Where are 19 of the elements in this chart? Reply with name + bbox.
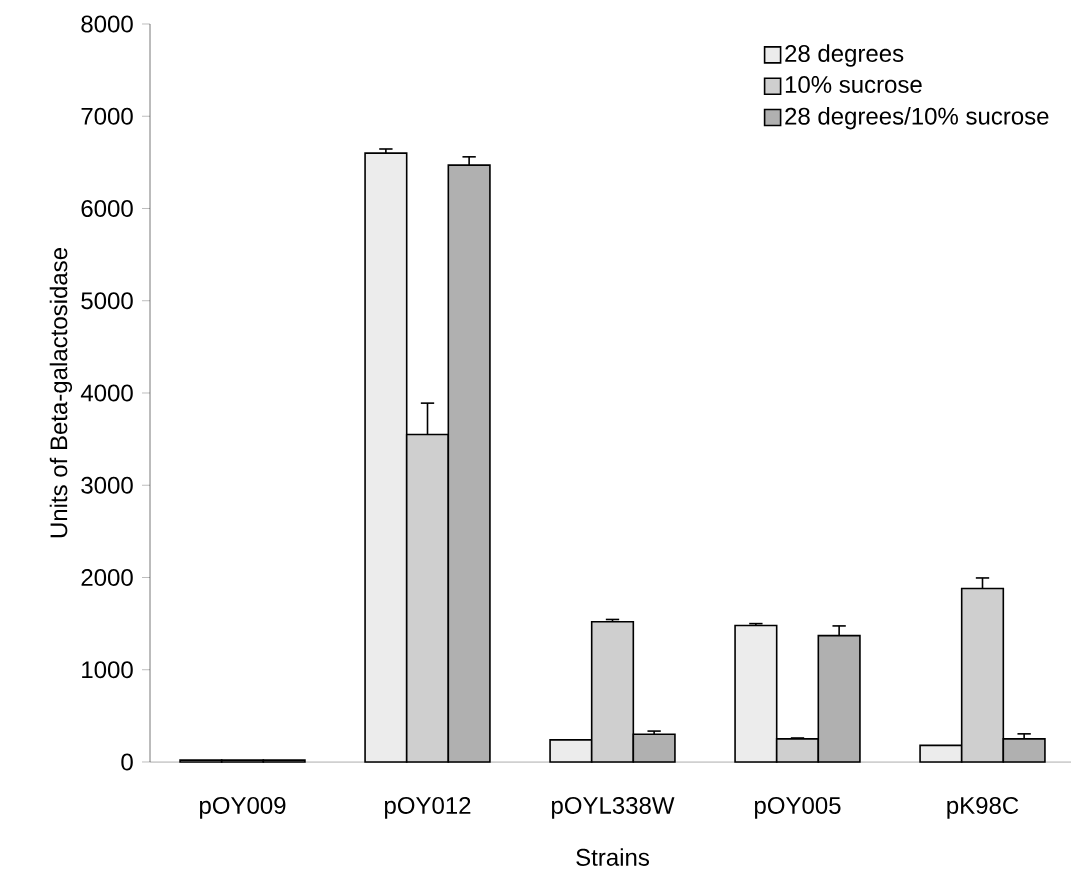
y-tick-label: 6000	[81, 199, 133, 217]
y-tick-label: 5000	[81, 292, 133, 310]
y-tick-label: 0	[121, 753, 133, 771]
x-tick-label: pOY012	[385, 796, 471, 819]
x-tick-label: pK98C	[947, 796, 1019, 819]
x-tick-label: pOY005	[755, 796, 841, 819]
y-tick-label: 7000	[81, 107, 133, 125]
legend-label: 28 degrees	[785, 44, 904, 67]
y-tick-label: 2000	[81, 568, 133, 586]
x-tick-label: pOYL338W	[552, 796, 675, 819]
legend-label: 10% sucrose	[785, 76, 922, 93]
y-axis-title: Units of Beta-galactosidase	[49, 248, 73, 538]
x-axis-title: Strains	[576, 848, 649, 866]
y-tick-label: 4000	[80, 384, 133, 402]
y-tick-label: 1000	[82, 661, 133, 679]
x-tick-label: pOY009	[200, 796, 286, 819]
y-tick-label: 8000	[81, 15, 133, 33]
legend-label: 28 degrees/10% sucrose	[785, 107, 1049, 130]
y-tick-label: 3000	[81, 476, 133, 494]
